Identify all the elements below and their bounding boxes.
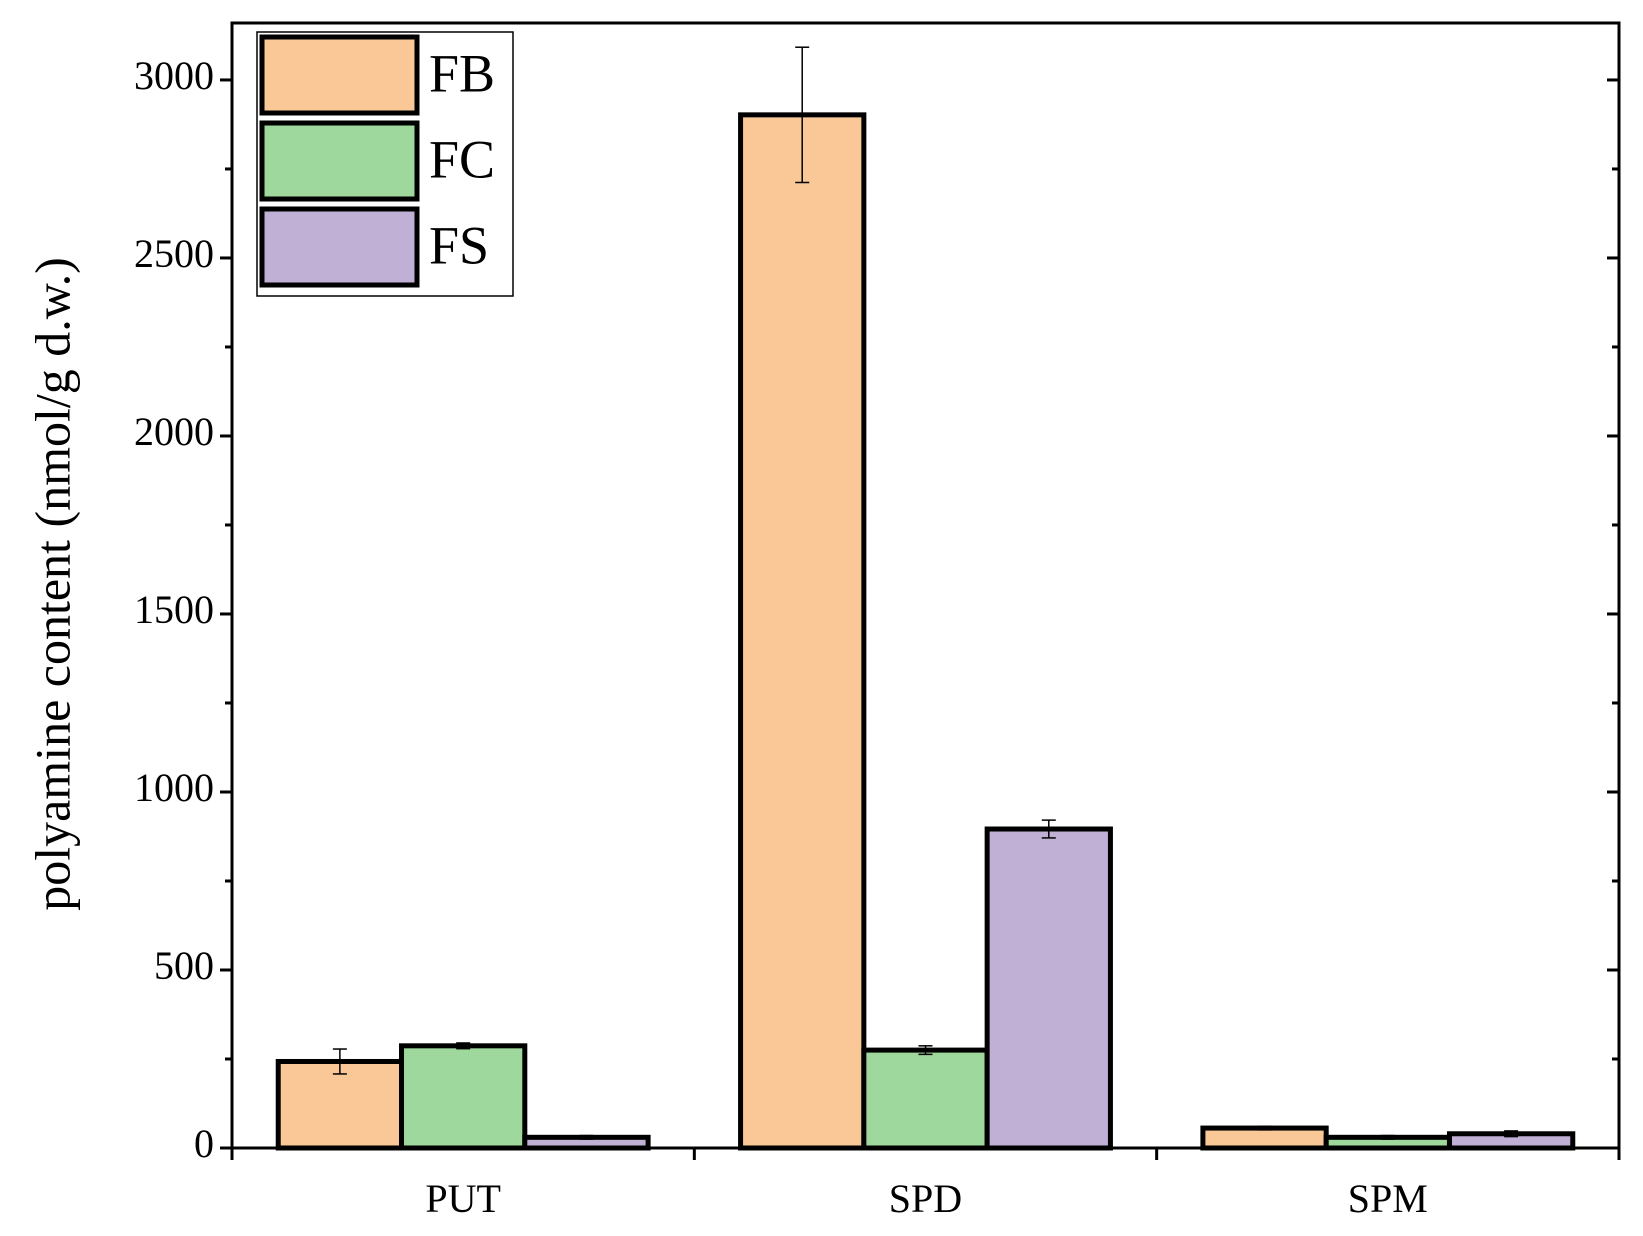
legend-label: FB	[429, 43, 495, 103]
bar	[861, 1047, 990, 1151]
error-bar	[1041, 819, 1056, 839]
error-bar	[1257, 1125, 1272, 1131]
legend-box	[256, 31, 514, 297]
error-bar	[1380, 1134, 1395, 1140]
error-bar	[579, 1134, 594, 1140]
y-tick-label: 0	[194, 1121, 214, 1166]
legend-label: FS	[429, 215, 489, 275]
y-tick-label: 1500	[134, 587, 214, 632]
x-tick-label: SPD	[889, 1176, 962, 1221]
legend-swatch	[259, 120, 420, 202]
error-bar	[1504, 1130, 1519, 1138]
error-bar	[795, 46, 810, 184]
error-bar	[332, 1048, 347, 1075]
bar	[1200, 1125, 1329, 1151]
error-bar	[918, 1045, 933, 1056]
y-tick-label: 500	[154, 943, 214, 988]
y-tick-label: 3000	[134, 53, 214, 98]
error-bar	[456, 1042, 471, 1050]
legend-swatch	[259, 34, 420, 116]
y-tick-label: 2500	[134, 231, 214, 276]
bar	[738, 112, 867, 1151]
y-axis-label: polyamine content (nmol/g d.w.)	[24, 257, 80, 911]
x-tick-label: PUT	[425, 1176, 501, 1221]
bar	[399, 1043, 528, 1151]
legend-swatch	[259, 206, 420, 288]
y-tick-label: 2000	[134, 409, 214, 454]
y-tick-label: 1000	[134, 765, 214, 810]
legend-label: FC	[429, 129, 495, 189]
plot-frame	[230, 21, 1621, 1150]
x-tick-label: SPM	[1348, 1176, 1428, 1221]
bar	[984, 826, 1113, 1151]
